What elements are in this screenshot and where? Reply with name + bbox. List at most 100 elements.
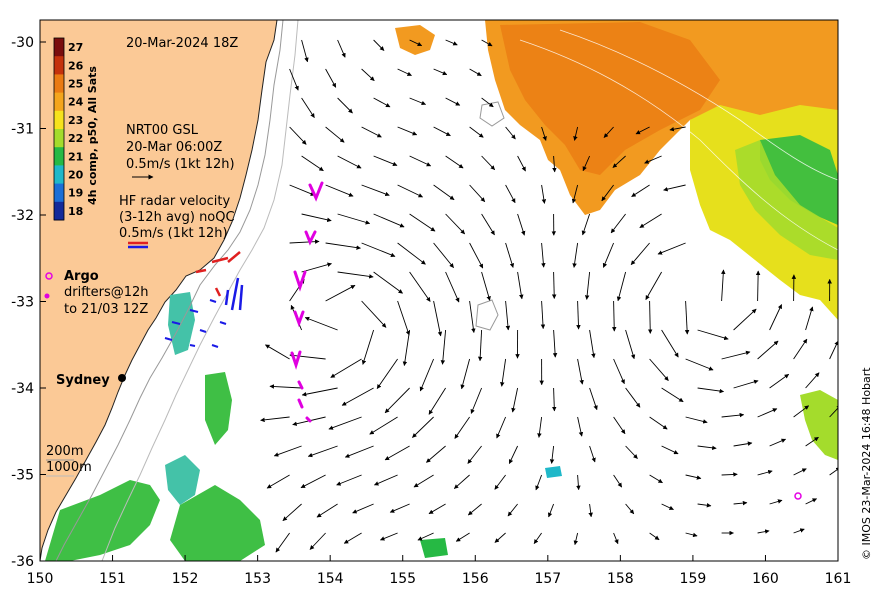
- current-vector: [361, 126, 382, 138]
- hf-radar-blue-vector: [189, 309, 199, 313]
- current-vector: [644, 155, 662, 164]
- current-vector: [533, 532, 542, 544]
- hf-radar-blue-vector: [199, 329, 207, 333]
- current-vector: [445, 97, 461, 106]
- y-tick-label: -33: [11, 295, 34, 311]
- current-vector: [412, 416, 434, 438]
- current-vector: [630, 242, 650, 266]
- current-vector: [584, 271, 591, 300]
- current-vector: [645, 271, 662, 300]
- current-vector: [266, 474, 290, 489]
- current-vector: [842, 311, 846, 330]
- plot-frame: [39, 19, 839, 562]
- current-vector: [273, 445, 302, 457]
- x-tick-label: 153: [244, 571, 271, 587]
- current-vector: [573, 126, 579, 141]
- current-vector: [572, 242, 579, 268]
- current-vector: [433, 184, 455, 201]
- current-vector: [769, 373, 790, 389]
- current-vector: [379, 532, 398, 541]
- current-vector: [588, 503, 593, 518]
- current-vector: [361, 184, 390, 197]
- current-vector: [373, 271, 403, 294]
- current-vector: [537, 416, 543, 438]
- current-vector: [300, 474, 326, 489]
- current-vector: [733, 500, 748, 506]
- colorbar-swatch: [54, 38, 64, 57]
- x-tick-label: 151: [99, 571, 126, 587]
- sst-contour-1: [519, 39, 838, 251]
- current-vector: [793, 405, 810, 418]
- sst-contour-2: [559, 29, 838, 181]
- current-vector: [602, 242, 615, 268]
- current-vector: [373, 474, 398, 486]
- depth-label-200m: 200m: [46, 444, 83, 459]
- current-vector: [500, 358, 507, 387]
- current-vector: [301, 155, 324, 172]
- current-vector: [433, 126, 451, 137]
- seamount-contour-1: [475, 299, 499, 331]
- y-tick-label: -34: [11, 381, 34, 397]
- isobath-200m: [55, 20, 284, 561]
- current-vector: [757, 340, 779, 360]
- current-vector: [361, 68, 375, 82]
- current-vector: [397, 242, 426, 265]
- current-vector: [337, 213, 371, 225]
- current-vector: [757, 469, 773, 476]
- current-vector: [589, 445, 596, 463]
- current-vector: [275, 532, 290, 553]
- current-vector: [547, 503, 555, 518]
- current-vector: [469, 184, 486, 203]
- current-vector: [376, 358, 398, 389]
- drifter-track: [290, 350, 302, 370]
- isobath-1000m: [101, 20, 299, 561]
- current-vector: [325, 284, 356, 302]
- colorbar-tick-label: 20: [68, 169, 84, 182]
- current-vector: [511, 387, 519, 413]
- current-vector: [426, 445, 446, 463]
- imos-credit: © IMOS 23-Mar-2024 16:48 Hobart: [860, 367, 873, 560]
- depth-label-1000m: 1000m: [46, 460, 92, 475]
- current-vector: [661, 445, 679, 455]
- current-vector: [352, 503, 374, 514]
- current-vector: [541, 184, 547, 204]
- current-vector: [649, 358, 669, 381]
- current-vector: [384, 387, 410, 414]
- current-vector: [470, 387, 483, 414]
- current-vector: [325, 184, 354, 197]
- current-vector: [301, 387, 338, 397]
- current-vector: [805, 436, 819, 447]
- current-vector: [793, 338, 808, 360]
- current-vector: [842, 374, 851, 388]
- current-vector: [631, 184, 650, 197]
- current-vector: [573, 532, 579, 546]
- current-vector: [445, 213, 466, 235]
- current-vector: [684, 300, 690, 335]
- current-vector: [757, 408, 778, 418]
- x-tick-label: 161: [825, 571, 852, 587]
- current-vector: [842, 437, 852, 447]
- current-vector: [301, 262, 332, 273]
- current-vector-field: [260, 39, 852, 553]
- drifter-legend-marker: [44, 293, 50, 299]
- current-vector: [697, 329, 729, 341]
- drifter-track: [304, 230, 317, 246]
- current-vector: [613, 474, 623, 488]
- current-vector: [389, 503, 410, 513]
- colorbar-tick-label: 22: [68, 132, 83, 145]
- current-vector: [721, 350, 751, 360]
- current-vector: [757, 529, 770, 534]
- argo-legend-marker: [45, 272, 53, 280]
- current-vector: [301, 213, 332, 223]
- current-vector: [307, 445, 338, 458]
- current-vector: [454, 416, 470, 439]
- current-vector: [581, 213, 591, 236]
- sst-patch-top: [395, 25, 435, 55]
- current-vector: [265, 344, 290, 360]
- current-vector: [517, 155, 526, 172]
- hf-radar-blue-vector: [224, 289, 230, 306]
- current-vector: [469, 242, 484, 269]
- hf-radar-legend: HF radar velocity (3-12h avg) noQC 0.5m/…: [119, 194, 235, 249]
- current-vector: [301, 39, 309, 63]
- current-vector: [769, 499, 783, 505]
